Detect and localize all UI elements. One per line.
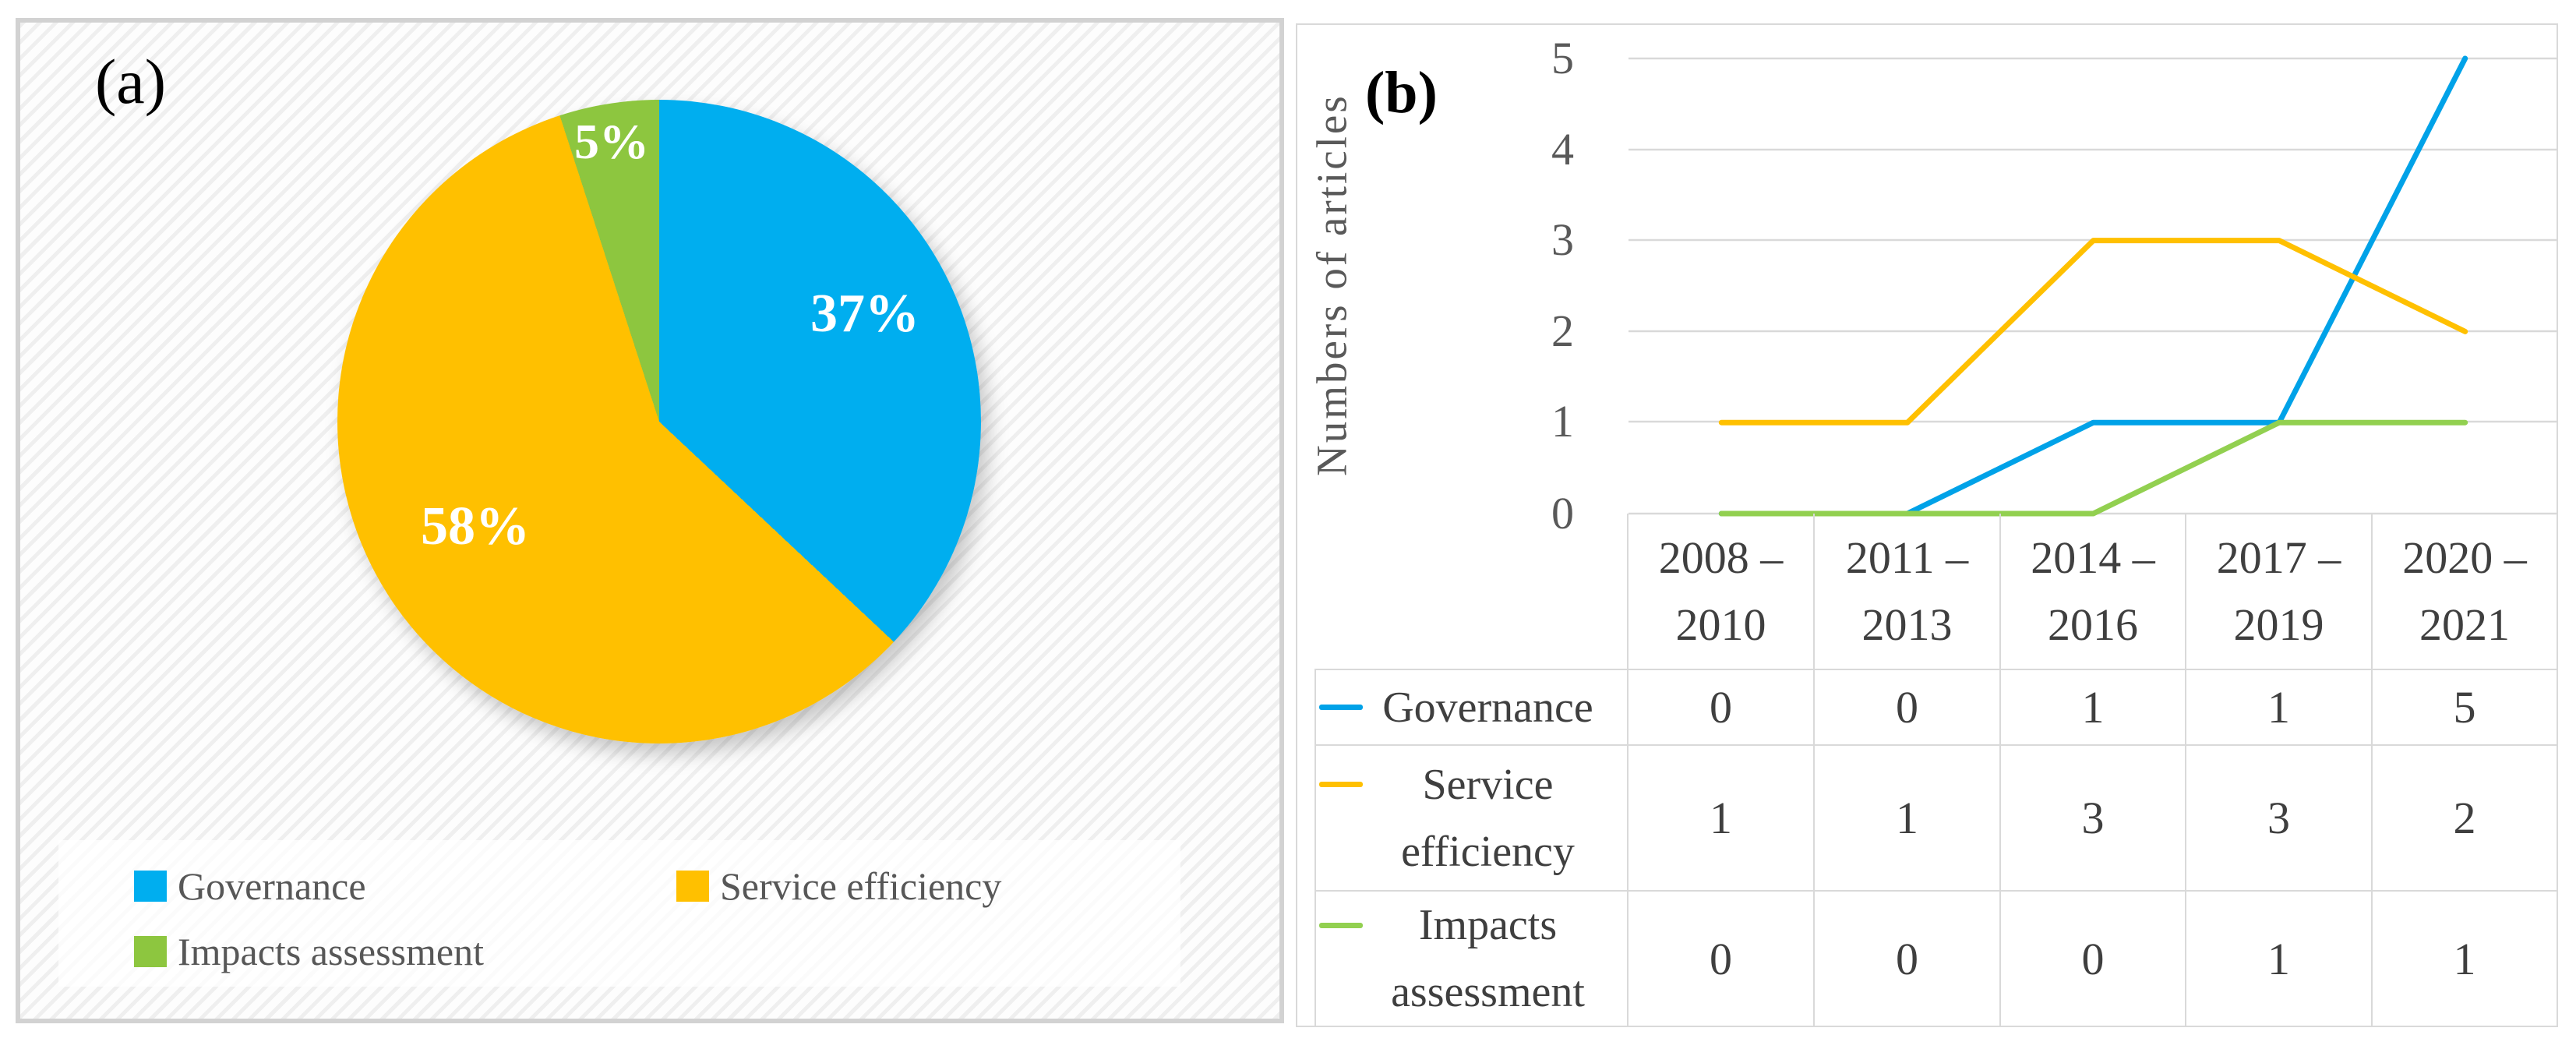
legend-label-governance: Governance xyxy=(178,864,366,908)
table-cell: 0 xyxy=(1629,892,1815,1027)
legend-dash-governance xyxy=(1319,704,1363,710)
y-axis-title: Numbers of articles xyxy=(1307,94,1356,477)
pie-label-service-efficiency: 58% xyxy=(421,496,530,556)
y-tick-2: 2 xyxy=(1551,306,1574,356)
table-corner-cell xyxy=(1314,514,1629,670)
legend-label-impacts-assessment: Impacts assessment xyxy=(178,930,484,973)
legend-swatch-service-efficiency xyxy=(676,871,709,902)
legend-item-impacts-assessment: Impacts assessment xyxy=(134,929,484,974)
legend-item-governance: Governance xyxy=(134,864,366,909)
table-cell: 2 xyxy=(2373,746,2558,892)
legend-dash-impacts-assessment xyxy=(1319,923,1363,928)
legend-label-service-efficiency: Service efficiency xyxy=(720,864,1002,908)
y-tick-5: 5 xyxy=(1551,33,1574,83)
row-label-governance: Governance xyxy=(1314,670,1629,746)
y-tick-1: 1 xyxy=(1551,396,1574,447)
table-cell: 3 xyxy=(2186,746,2373,892)
table-cell: 5 xyxy=(2373,670,2558,746)
table-cell: 1 xyxy=(2373,892,2558,1027)
column-header-2014-2016: 2014 – 2016 xyxy=(2001,514,2186,670)
pie-legend-background xyxy=(58,840,1180,987)
pie-label-governance: 37% xyxy=(810,284,919,344)
legend-swatch-impacts-assessment xyxy=(134,936,167,967)
table-cell: 1 xyxy=(2186,670,2373,746)
y-tick-4: 4 xyxy=(1551,124,1574,175)
row-label-service-efficiency: Service efficiency xyxy=(1314,746,1629,892)
column-header-2011-2013: 2011 – 2013 xyxy=(1815,514,2001,670)
column-header-2017-2019: 2017 – 2019 xyxy=(2186,514,2373,670)
pie-label-impacts-assessment: 5% xyxy=(574,114,649,169)
panel-a-label: (a) xyxy=(95,46,167,117)
table-cell: 0 xyxy=(1629,670,1815,746)
table-cell: 0 xyxy=(2001,892,2186,1027)
legend-swatch-governance xyxy=(134,871,167,902)
column-header-2020-2021: 2020 – 2021 xyxy=(2373,514,2558,670)
row-label-impacts-assessment: Impacts assessment xyxy=(1314,892,1629,1027)
table-cell: 1 xyxy=(1815,746,2001,892)
table-cell: 1 xyxy=(2001,670,2186,746)
table-cell: 1 xyxy=(2186,892,2373,1027)
pie-chart xyxy=(337,100,981,743)
panel-b-label: (b) xyxy=(1365,60,1438,125)
column-header-2008-2010: 2008 – 2010 xyxy=(1629,514,1815,670)
table-cell: 0 xyxy=(1815,670,2001,746)
table-cell: 0 xyxy=(1815,892,2001,1027)
legend-dash-service-efficiency xyxy=(1319,782,1363,787)
table-cell: 3 xyxy=(2001,746,2186,892)
y-tick-3: 3 xyxy=(1551,214,1574,265)
legend-item-service-efficiency: Service efficiency xyxy=(676,864,1001,909)
y-tick-0: 0 xyxy=(1551,488,1574,539)
data-table: 2008 – 2010 2011 – 2013 2014 – 2016 2017… xyxy=(1314,514,2558,1027)
table-cell: 1 xyxy=(1629,746,1815,892)
